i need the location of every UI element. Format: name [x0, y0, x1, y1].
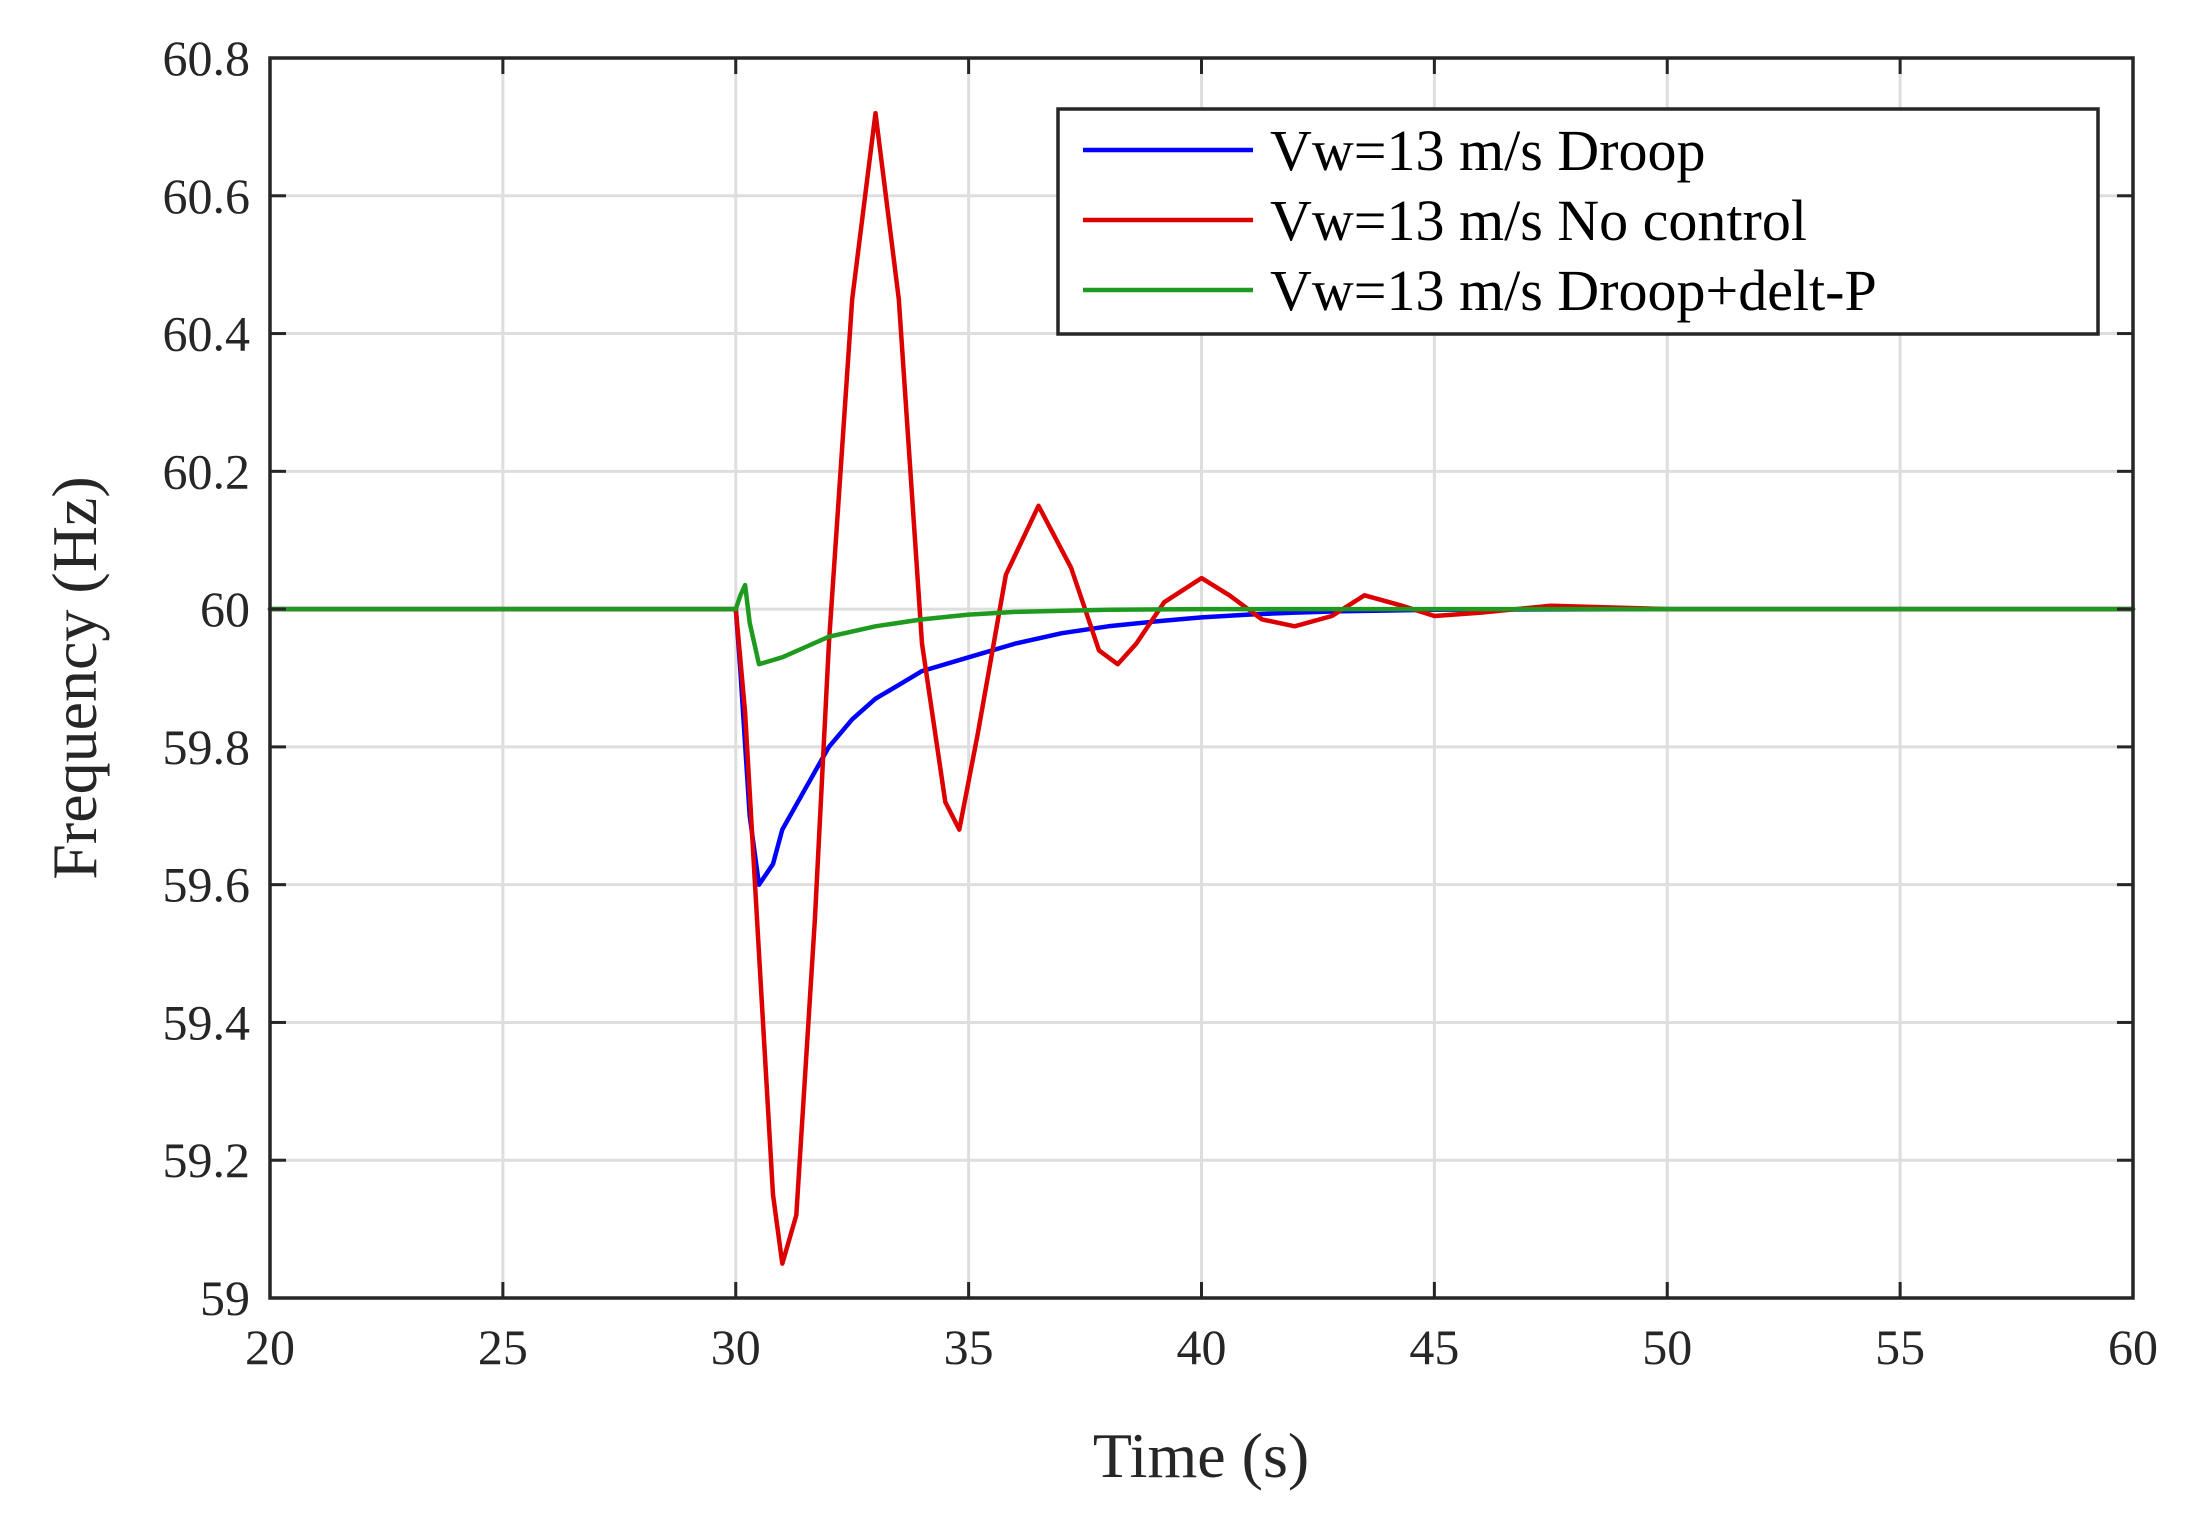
y-tick-label: 60.2	[163, 443, 251, 499]
axis-ticks	[268, 56, 2135, 1300]
x-tick-label: 25	[478, 1319, 528, 1375]
x-tick-label: 20	[245, 1319, 295, 1375]
y-tick-label: 59.8	[163, 719, 251, 775]
x-axis-label: Time (s)	[1093, 1420, 1309, 1491]
legend-label-droop: Vw=13 m/s Droop	[1270, 118, 1705, 183]
x-tick-label: 40	[1177, 1319, 1227, 1375]
y-tick-label: 59.2	[163, 1132, 251, 1188]
series-line-droop	[267, 606, 2136, 887]
x-tick-label: 35	[944, 1319, 994, 1375]
y-tick-label: 59	[200, 1270, 250, 1326]
x-tick-labels: 20 25 30 35 40 45 50 55 60	[245, 1319, 2158, 1375]
x-tick-label: 60	[2108, 1319, 2158, 1375]
x-tick-label: 30	[711, 1319, 761, 1375]
y-tick-label: 60.6	[163, 168, 251, 224]
x-tick-label: 50	[1642, 1319, 1692, 1375]
series-line-droop-delt-p	[267, 582, 2136, 667]
series-layer	[267, 110, 2136, 1266]
legend-label-droop-delt-p: Vw=13 m/s Droop+delt-P	[1270, 258, 1877, 323]
y-tick-label: 59.6	[163, 857, 251, 913]
x-tick-label: 55	[1875, 1319, 1925, 1375]
y-tick-label: 60.8	[163, 30, 251, 86]
y-tick-label: 59.4	[163, 994, 251, 1050]
y-tick-labels: 59 59.2 59.4 59.6 59.8 60 60.2 60.4 60.6 60.8	[163, 30, 251, 1326]
legend-label-no-control: Vw=13 m/s No control	[1270, 188, 1807, 253]
y-tick-label: 60	[200, 581, 250, 637]
legend: Vw=13 m/s Droop Vw=13 m/s No control Vw=…	[1056, 107, 2100, 336]
y-tick-label: 60.4	[163, 306, 251, 362]
y-axis-label: Frequency (Hz)	[39, 476, 110, 879]
x-tick-label: 45	[1409, 1319, 1459, 1375]
